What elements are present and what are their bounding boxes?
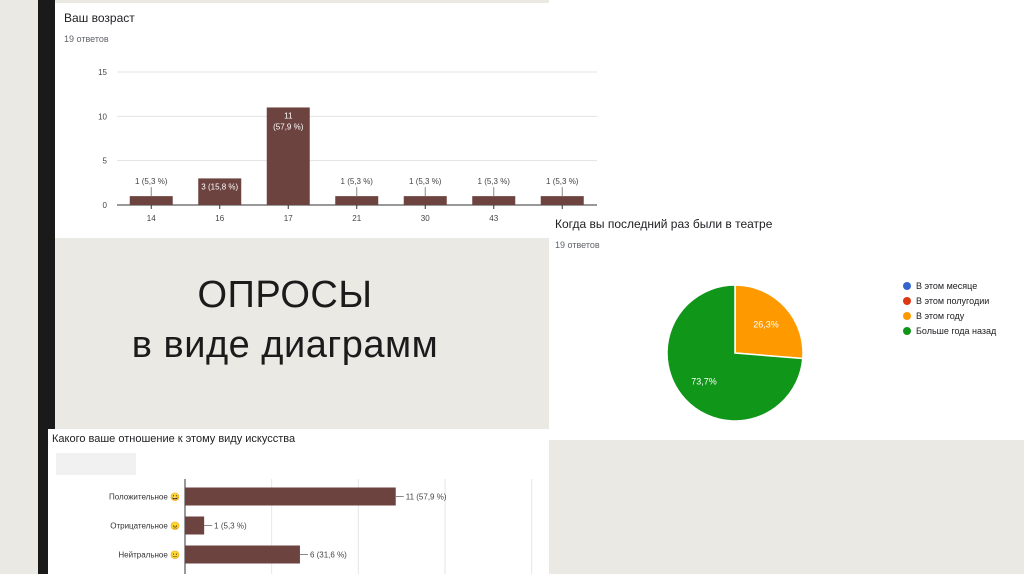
legend-dot-orange (903, 311, 911, 320)
data-label: 1 (5,3 %) (478, 177, 511, 186)
data-label: 3 (15,8 %) (201, 182, 238, 191)
x-tick-label: 43 (489, 214, 498, 223)
pie-slice (666, 284, 804, 422)
bar (472, 196, 516, 205)
y-tick-label: 5 (103, 157, 108, 166)
legend-label: В этом году (916, 310, 965, 321)
y-tick-label: 0 (103, 201, 108, 210)
pie-legend: В этом месяце В этом полугодии В этом го… (903, 278, 996, 338)
legend-label: В этом месяце (916, 280, 978, 291)
bar (198, 178, 242, 205)
pie-label: 26,3% (753, 319, 779, 329)
x-tick-label: 21 (352, 214, 361, 223)
x-tick-label: 30 (421, 214, 430, 223)
data-label: 11 (284, 111, 293, 120)
category-label: Положительное 😀 (109, 493, 180, 502)
right-backdrop (549, 0, 1024, 212)
category-label: Отрицательное 😠 (110, 522, 180, 531)
attitude-chart-title: Какого ваше отношение к этому виду искус… (52, 433, 296, 445)
legend-label: Больше года назад (916, 325, 997, 336)
bar (335, 196, 379, 205)
bar (403, 196, 447, 205)
legend-dot-blue (903, 281, 911, 290)
category-label: Нейтральное 😐 (118, 551, 180, 560)
data-label: 1 (5,3 %) (409, 177, 442, 186)
bar (185, 516, 205, 535)
bar (185, 487, 396, 506)
age-chart-subtitle: 19 ответов (64, 34, 109, 44)
age-chart-title: Ваш возраст (64, 11, 135, 25)
theatre-chart-subtitle: 19 ответов (555, 240, 600, 250)
data-label: 1 (5,3 %) (546, 177, 579, 186)
pie-slice (734, 284, 804, 360)
pie-chart-plot: 26,3% 73,7% (666, 284, 804, 422)
theatre-chart-title: Когда вы последний раз были в театре (555, 217, 773, 231)
legend-label: В этом полугодии (916, 295, 990, 306)
legend-item-half-year: В этом полугодии (903, 293, 996, 308)
slide-title-line2: в виде диаграмм (131, 324, 439, 366)
bar (185, 545, 300, 564)
data-label: (57,9 %) (273, 122, 304, 131)
slide-title-line1: ОПРОСЫ (197, 274, 373, 316)
x-tick-label: 14 (147, 214, 156, 223)
data-label: 1 (5,3 %) (135, 177, 168, 186)
legend-dot-red (903, 296, 911, 305)
x-tick-label: 16 (215, 214, 224, 223)
age-chart-plot: 0 5 10 15 1 (5,3 %) 14 3 (15,8 %) 16 11 (57,9 %) 1… (98, 68, 597, 223)
attitude-chart-panel: Какого ваше отношение к этому виду искус… (48, 429, 549, 574)
y-tick-label: 15 (98, 68, 107, 77)
legend-item-month: В этом месяце (903, 278, 996, 293)
data-label: 11 (57,9 %) (406, 493, 447, 502)
age-chart-panel: Ваш возраст 19 ответов 0 5 10 15 1 (5,3 %) 14… (55, 3, 597, 238)
pie-label: 73,7% (691, 377, 717, 387)
legend-item-year: В этом году (903, 308, 996, 323)
data-label: 1 (5,3 %) (341, 177, 374, 186)
x-tick-label: 17 (284, 214, 293, 223)
y-tick-label: 10 (98, 112, 107, 121)
data-label: 6 (31,6 %) (310, 551, 347, 560)
bar (540, 196, 584, 205)
bar (266, 107, 310, 205)
attitude-chart-plot: Положительное 😀 11 (57,9 %) Отрицательное … (109, 479, 533, 574)
data-label: 1 (5,3 %) (214, 522, 247, 531)
bar (129, 196, 173, 205)
faded-subtitle (56, 453, 136, 475)
legend-item-over-year: Больше года назад (903, 323, 996, 338)
legend-dot-green (903, 326, 911, 335)
